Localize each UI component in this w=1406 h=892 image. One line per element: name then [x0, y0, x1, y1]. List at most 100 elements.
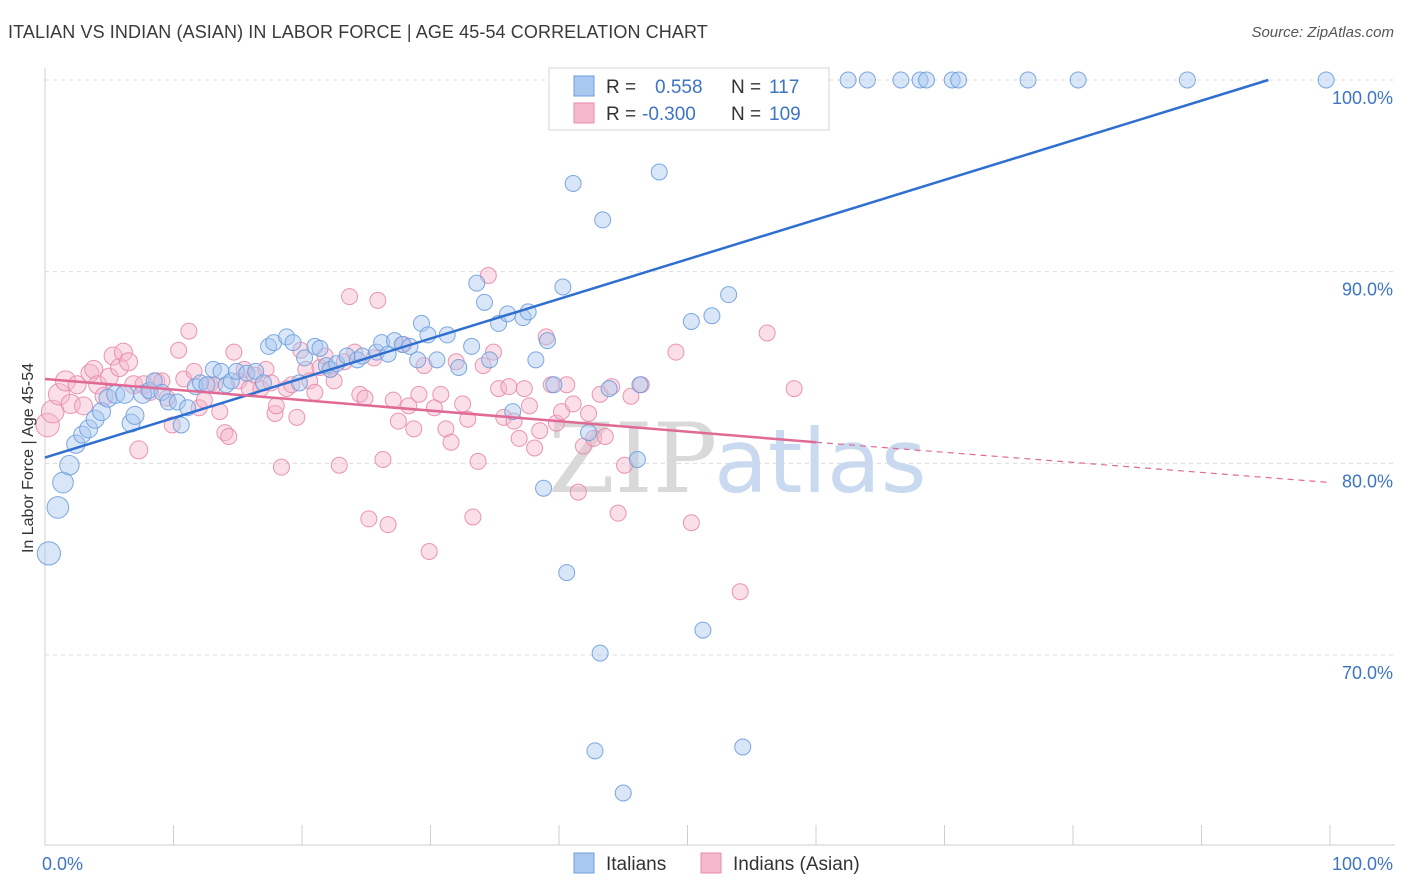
indians-point [220, 428, 238, 445]
indians-point [374, 451, 392, 468]
indians-point [360, 510, 378, 528]
italians-point [943, 71, 961, 89]
trendlines [44, 78, 1331, 484]
italians-point [1317, 71, 1335, 89]
indians-point [609, 504, 627, 522]
italians-point [481, 351, 499, 369]
indians-point [785, 380, 803, 398]
italians-swatch [573, 75, 595, 97]
indians-point [569, 483, 587, 501]
italians-point [545, 376, 563, 394]
indians-point [420, 543, 438, 560]
y-tick-label: 90.0% [1342, 280, 1393, 300]
chart-title: ITALIAN VS INDIAN (ASIAN) IN LABOR FORCE… [8, 22, 708, 42]
x-tick-labels: 0.0% 100.0% [42, 854, 1393, 874]
legend-italians-swatch [573, 852, 595, 874]
indians-point [267, 397, 285, 415]
indians-swatch [573, 102, 595, 124]
indians-point [564, 395, 582, 413]
italians-point [650, 163, 668, 181]
y-tick-label: 80.0% [1342, 471, 1393, 491]
indians-point [74, 396, 94, 416]
indians-point [437, 420, 455, 438]
indians-r-label: R = [606, 104, 636, 125]
indians-point [442, 433, 460, 451]
y-tick-label: 70.0% [1342, 663, 1393, 683]
indians-point [341, 288, 359, 306]
indians-point [526, 439, 544, 457]
italians-point [591, 644, 609, 662]
italians-point [1178, 71, 1196, 89]
italians-points [36, 71, 1335, 802]
indians-point [558, 376, 576, 394]
indians-point [464, 508, 482, 526]
indians-point [272, 458, 290, 476]
italians-point [600, 380, 618, 398]
indians-point [580, 405, 598, 422]
indians-point [520, 397, 538, 415]
legend-indians-swatch [700, 852, 722, 874]
italians-point [614, 784, 632, 802]
indians-point [484, 343, 502, 361]
indians-point [515, 380, 533, 398]
indians-point [410, 385, 428, 403]
indians-r-value: -0.300 [642, 104, 696, 125]
legend-italians-label: Italians [606, 854, 666, 875]
x-tick-label-min: 0.0% [42, 854, 83, 874]
stats-box-frame [548, 67, 830, 131]
indians-point [531, 422, 549, 440]
italians-point [580, 424, 598, 442]
italians-point [950, 71, 968, 89]
italians-n-label: N = [731, 77, 761, 98]
y-tick-labels: 70.0% 80.0% 90.0% 100.0% [1332, 88, 1393, 683]
legend: Italians Indians (Asian) [573, 852, 860, 875]
indians-point [40, 399, 65, 424]
indians-point [603, 378, 621, 396]
italians-point [538, 332, 556, 350]
italians-point [527, 351, 545, 369]
italians-point [839, 71, 857, 89]
indians-point [99, 367, 119, 387]
italians-point [296, 349, 314, 367]
italians-r-label: R = [606, 77, 636, 98]
indians-point [758, 324, 776, 342]
italians-point [278, 328, 296, 346]
indians-point [682, 514, 700, 532]
indians-point [622, 387, 640, 405]
italians-point [475, 293, 493, 311]
indians-point [667, 343, 685, 361]
indians-point [389, 412, 407, 430]
indians-trendline [44, 377, 817, 444]
x-tick-label-max: 100.0% [1332, 854, 1393, 874]
indians-point [432, 385, 450, 403]
italians-point [1069, 71, 1087, 89]
italians-point [558, 564, 576, 582]
indians-points [35, 267, 803, 601]
indians-n-value: 109 [769, 104, 801, 125]
indians-point [384, 391, 402, 409]
indians-point [596, 428, 614, 445]
italians-point [172, 416, 190, 434]
indians-point [225, 343, 243, 361]
indians-point [110, 358, 130, 377]
indians-point [257, 360, 275, 378]
italians-point [892, 71, 910, 89]
watermark-atlas: atlas [714, 410, 927, 513]
indians-point [330, 456, 348, 474]
italians-point [535, 479, 553, 497]
italians-point [463, 337, 481, 355]
italians-point [468, 274, 486, 292]
indians-point [129, 440, 149, 460]
italians-point [554, 278, 572, 296]
italians-point [586, 742, 604, 760]
italians-point [734, 738, 752, 756]
italians-point [918, 71, 936, 89]
italians-point [198, 376, 216, 394]
italians-point [694, 621, 712, 639]
italians-r-value: 0.558 [655, 77, 703, 98]
indians-point [306, 383, 324, 401]
legend-indians-label: Indians (Asian) [733, 854, 860, 875]
indians-point [119, 352, 139, 372]
italians-point [409, 351, 427, 369]
